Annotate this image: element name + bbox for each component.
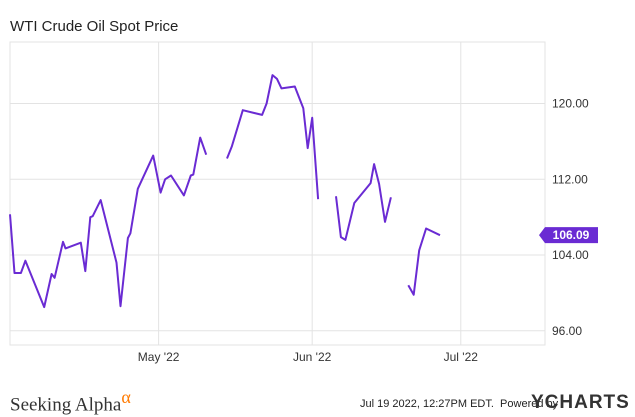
price-series [9, 74, 441, 309]
y-axis: 96.00 104.00 112.00 120.00 [552, 97, 589, 338]
brand-name: Seeking Alpha [10, 394, 122, 416]
series-line-segment [226, 74, 320, 200]
last-value-badge [539, 227, 598, 244]
seeking-alpha-logo: Seeking Alphaα [10, 387, 131, 416]
timestamp-text: Jul 19 2022, 12:27PM EDT. Powered by [360, 398, 558, 410]
powered-by: Powered by [500, 398, 559, 410]
ycharts-logo: YCHARTS [531, 392, 630, 413]
last-value-label: 106.09 [539, 227, 598, 244]
last-value-text: 106.09 [553, 228, 590, 242]
y-tick-label: 104.00 [552, 248, 589, 262]
y-tick-label: 120.00 [552, 97, 589, 111]
y-tick-label: 96.00 [552, 324, 582, 338]
y-tick-label: 112.00 [552, 172, 588, 186]
x-tick-label: Jul '22 [444, 350, 479, 364]
series-line-segment [9, 136, 208, 309]
alpha-mark: α [121, 387, 131, 407]
plot-frame [9, 41, 546, 346]
series-line-segment [407, 227, 441, 296]
chart-title: WTI Crude Oil Spot Price [10, 18, 179, 35]
series-line-segment [335, 163, 392, 241]
x-tick-label: May '22 [138, 350, 180, 364]
grid-lines [9, 41, 546, 346]
x-axis: May '22 Jun '22 Jul '22 [138, 350, 478, 364]
x-tick-label: Jun '22 [293, 350, 332, 364]
timestamp: Jul 19 2022, 12:27PM EDT. [360, 398, 494, 410]
